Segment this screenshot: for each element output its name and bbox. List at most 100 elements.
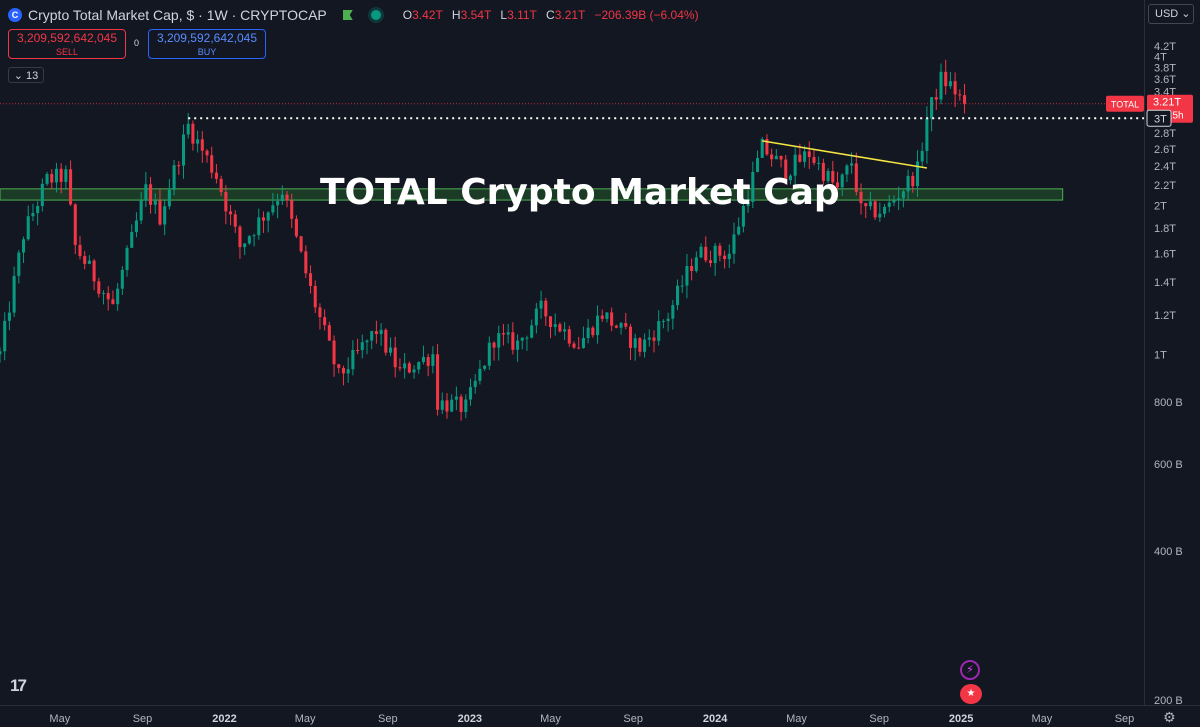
- candle-body: [370, 331, 374, 341]
- candle-body: [638, 338, 642, 352]
- level-tag: 3T: [1154, 113, 1167, 125]
- candle-body: [558, 324, 562, 332]
- candle-body: [953, 81, 957, 95]
- candle-body: [40, 183, 44, 206]
- candle-body: [525, 337, 529, 339]
- level-tag-bg: [1146, 109, 1172, 127]
- candle-body: [59, 168, 63, 182]
- price-tick-label: 4T: [1154, 51, 1167, 63]
- candle-body: [64, 169, 68, 182]
- sell-button[interactable]: 3,209,592,642,045 SELL: [8, 29, 126, 59]
- candle-body: [130, 232, 134, 248]
- candle-body: [812, 156, 816, 163]
- candle-body: [718, 245, 722, 256]
- candle-body: [915, 161, 920, 187]
- candle-body: [379, 329, 383, 335]
- candle-body: [671, 305, 675, 319]
- candle-body: [572, 343, 576, 348]
- trend-line: [762, 140, 928, 169]
- flag-icon[interactable]: [342, 10, 353, 20]
- candle-body: [120, 269, 124, 289]
- us-flag-icon[interactable]: ★: [960, 684, 982, 704]
- candle-body: [661, 320, 665, 322]
- candle-body: [97, 281, 101, 294]
- candle-body: [398, 367, 402, 369]
- candle-body: [318, 307, 322, 318]
- sell-price: 3,209,592,642,045: [16, 31, 118, 45]
- candle-body: [464, 399, 468, 412]
- candle-body: [167, 189, 171, 207]
- candle-body: [746, 202, 750, 206]
- flash-icon[interactable]: ⚡: [960, 660, 980, 680]
- candle-body: [87, 260, 91, 264]
- candle-body: [835, 182, 840, 188]
- candle-body: [83, 256, 87, 264]
- candle-body: [426, 356, 430, 366]
- time-tick-label: Sep: [378, 713, 398, 725]
- candle-body: [407, 363, 411, 373]
- candle-body: [31, 213, 35, 217]
- candle-body: [233, 214, 237, 227]
- indicators-collapse-button[interactable]: ⌄ 13: [8, 67, 44, 83]
- indicators-count: 13: [26, 70, 39, 82]
- candle-body: [840, 174, 844, 188]
- chart-headline: TOTAL Crypto Market Cap: [320, 172, 840, 213]
- candle-body: [111, 299, 115, 305]
- tradingview-logo-icon[interactable]: 17: [10, 676, 27, 695]
- candle-body: [196, 139, 200, 144]
- candle-body: [421, 356, 425, 363]
- support-zone: [0, 188, 1064, 201]
- candle-body: [280, 194, 284, 202]
- candle-body: [214, 172, 218, 179]
- candle-body: [774, 155, 778, 160]
- candle-body: [699, 246, 703, 258]
- candle-body: [191, 123, 195, 144]
- candle-body: [436, 354, 440, 410]
- candle-body: [50, 173, 54, 183]
- currency-selector[interactable]: USD ⌄: [1148, 4, 1194, 24]
- price-tick-label: 1.8T: [1154, 223, 1176, 235]
- candle-body: [708, 260, 712, 264]
- candle-body: [200, 139, 204, 151]
- candle-body: [567, 329, 571, 344]
- candle-body: [78, 244, 82, 257]
- candle-body: [539, 300, 543, 309]
- candle-body: [911, 175, 915, 187]
- candle-body: [643, 339, 647, 352]
- chart-header: C Crypto Total Market Cap, $ · 1W · CRYP…: [8, 5, 699, 25]
- candle-body: [483, 365, 487, 369]
- candle-body: [901, 191, 905, 199]
- symbol-tag: TOTAL: [1111, 100, 1139, 110]
- candle-body: [26, 216, 30, 240]
- market-status-icon[interactable]: [370, 10, 381, 20]
- gear-icon[interactable]: ⚙: [1163, 709, 1176, 725]
- candle-body: [906, 175, 910, 192]
- candle-body: [473, 380, 477, 388]
- time-tick-label: 2024: [703, 713, 728, 725]
- buy-label: BUY: [197, 47, 217, 57]
- time-tick-label: May: [49, 713, 70, 725]
- candle-body: [779, 155, 783, 160]
- candle-body: [883, 206, 887, 214]
- candle-body: [793, 154, 797, 176]
- candle-body: [412, 369, 416, 373]
- ohlc-high-key: H: [451, 8, 461, 22]
- candle-body: [21, 239, 26, 253]
- candle-body: [925, 118, 929, 151]
- buy-button[interactable]: 3,209,592,642,045 BUY: [148, 29, 266, 59]
- candle-body: [600, 315, 604, 319]
- candle-body: [224, 192, 228, 212]
- price-tick-label: 800 B: [1154, 397, 1183, 409]
- candle-body: [657, 321, 661, 341]
- time-tick-label: 2025: [949, 713, 973, 725]
- ohlc-readout: O3.42T H3.54T L3.11T C3.21T −206.39B (−6…: [397, 8, 699, 22]
- candle-body: [755, 157, 760, 172]
- candle-body: [534, 308, 538, 326]
- price-tick-label: 1T: [1154, 349, 1167, 361]
- candle-body: [577, 347, 581, 349]
- candle-body: [581, 338, 585, 349]
- symbol-title[interactable]: Crypto Total Market Cap, $ · 1W · CRYPTO…: [28, 7, 327, 23]
- candle-body: [741, 205, 745, 227]
